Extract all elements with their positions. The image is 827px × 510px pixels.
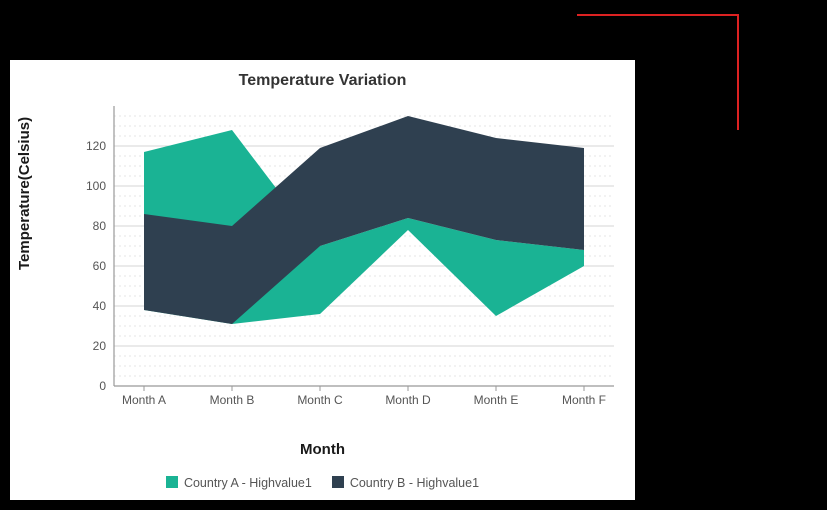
svg-text:120: 120: [86, 139, 106, 153]
legend-swatch: [332, 476, 344, 488]
svg-text:20: 20: [93, 339, 107, 353]
legend: Country A - Highvalue1 Country B - Highva…: [10, 476, 635, 490]
legend-label: Country A - Highvalue1: [184, 476, 312, 490]
chart-title: Temperature Variation: [10, 60, 635, 90]
svg-text:Month D: Month D: [385, 393, 431, 407]
svg-text:Month C: Month C: [297, 393, 343, 407]
svg-text:Month A: Month A: [122, 393, 166, 407]
svg-text:0: 0: [99, 379, 106, 393]
plot-area: 0 20 40 60 80 100 120 Month A Month B Month C Mont…: [74, 100, 620, 410]
x-axis-label: Month: [10, 441, 635, 458]
svg-text:Month B: Month B: [210, 393, 255, 407]
svg-text:Month F: Month F: [562, 393, 606, 407]
svg-text:40: 40: [93, 299, 107, 313]
svg-text:100: 100: [86, 179, 106, 193]
svg-text:60: 60: [93, 259, 107, 273]
legend-item[interactable]: Country B - Highvalue1: [332, 476, 479, 490]
legend-label: Country B - Highvalue1: [350, 476, 479, 490]
legend-swatch: [166, 476, 178, 488]
svg-text:80: 80: [93, 219, 107, 233]
legend-item[interactable]: Country A - Highvalue1: [166, 476, 312, 490]
y-axis-label: Temperature(Celsius): [16, 117, 33, 270]
plot-svg: 0 20 40 60 80 100 120 Month A Month B Month C Mont…: [74, 100, 620, 410]
svg-text:Month E: Month E: [474, 393, 519, 407]
chart-card: Temperature Variation Temperature(Celsiu…: [10, 60, 635, 500]
